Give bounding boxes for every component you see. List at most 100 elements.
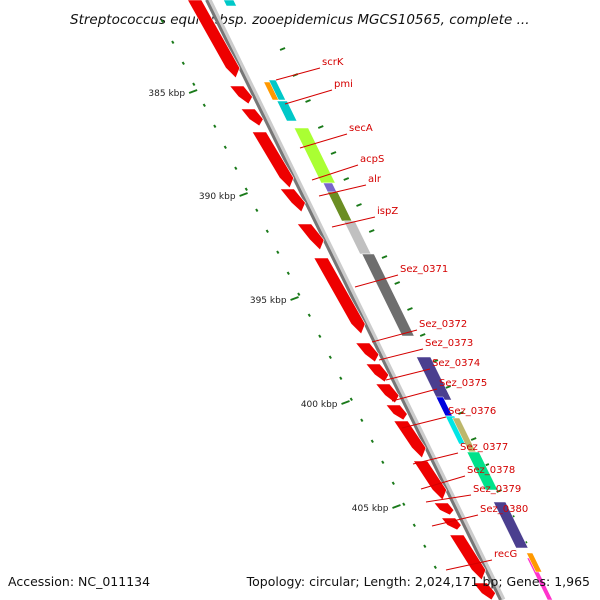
minor-tick — [171, 40, 175, 45]
gene-label: recG — [494, 549, 517, 560]
outer-tick — [445, 385, 452, 389]
inner-gene-arrow — [240, 108, 264, 127]
gene-label: Sez_0378 — [467, 465, 515, 476]
inner-gene-arrow — [472, 582, 496, 600]
outer-gene-block — [223, 0, 237, 7]
minor-tick — [181, 61, 185, 66]
minor-tick — [360, 418, 364, 423]
outer-tick — [419, 333, 426, 337]
inner-gene-arrow — [354, 342, 380, 363]
minor-tick — [349, 397, 353, 402]
topology-text: Topology: circular; Length: 2,024,171 bp… — [246, 574, 590, 589]
gene-label: Sez_0376 — [448, 406, 496, 417]
gene-label: Sez_0374 — [432, 358, 480, 369]
minor-tick — [160, 19, 164, 24]
inner-gene-arrow — [433, 502, 455, 516]
inner-gene-arrow — [229, 85, 253, 105]
outer-tick — [356, 203, 362, 207]
label-leaders — [275, 67, 493, 571]
outer-tick — [407, 307, 413, 311]
outer-tick — [381, 255, 388, 259]
minor-tick — [339, 376, 343, 381]
inner-gene-arrow — [440, 517, 462, 531]
outer-gene-block — [361, 253, 415, 337]
outer-gene-track — [223, 0, 553, 600]
major-tick — [392, 504, 401, 509]
inner-gene-arrow — [385, 404, 408, 421]
label-leader-line — [311, 164, 359, 181]
major-tick — [290, 296, 299, 301]
outer-gene-block — [276, 100, 298, 122]
minor-tick — [318, 334, 322, 339]
gene-label: ispZ — [377, 206, 398, 217]
minor-tick — [192, 82, 196, 87]
gene-label: secA — [349, 123, 373, 134]
gene-label: alr — [368, 174, 382, 185]
backbone-outer — [205, 0, 506, 600]
backbone-inner — [205, 0, 502, 600]
inner-gene-arrow — [187, 0, 241, 79]
outer-tick — [394, 281, 401, 285]
gene-label: Sez_0380 — [480, 504, 528, 515]
gene-label: Sez_0372 — [419, 319, 467, 330]
outer-gene-block — [416, 356, 452, 401]
inner-gene-arrow — [313, 257, 366, 335]
outer-tick — [458, 411, 464, 415]
outer-gene-block — [466, 451, 499, 491]
label-leader-line — [412, 452, 459, 465]
gene-label: Sez_0373 — [425, 338, 473, 349]
minor-tick — [297, 292, 301, 297]
map-title: Streptococcus equi subsp. zooepidemicus … — [70, 12, 529, 28]
gene-label: scrK — [322, 57, 344, 68]
outer-gene-block — [268, 79, 286, 101]
outer-tick — [470, 437, 477, 441]
gene-label: Sez_0371 — [400, 264, 448, 275]
accession-text: Accession: NC_011134 — [8, 574, 150, 589]
minor-tick — [255, 208, 259, 213]
minor-tick — [433, 565, 437, 570]
tick-label: 395 kbp — [250, 296, 287, 306]
outer-tick — [343, 177, 350, 181]
gene-labels: scrK pmi secA acpS alr ispZ Sez_0371 Sez_0372 Se… — [322, 57, 528, 560]
inner-gene-arrow — [393, 420, 427, 459]
label-leader-line — [331, 216, 376, 228]
inner-gene-arrow — [296, 223, 325, 251]
inner-gene-arrow — [449, 534, 487, 581]
minor-tick — [234, 166, 238, 171]
label-leader-line — [378, 348, 424, 361]
major-tick — [239, 192, 248, 197]
minor-tick — [202, 103, 206, 108]
inner-gene-track — [187, 0, 496, 600]
gene-label: Sez_0377 — [460, 442, 508, 453]
minor-tick — [213, 124, 217, 129]
major-tick — [341, 400, 350, 405]
minor-tick — [265, 229, 269, 234]
minor-tick — [391, 481, 395, 486]
label-leader-line — [299, 133, 348, 149]
outer-tick — [330, 151, 337, 155]
inner-gene-arrow — [365, 363, 390, 383]
label-leader-line — [385, 368, 431, 381]
minor-tick — [370, 439, 374, 444]
label-leader-line — [354, 274, 399, 288]
minor-tick — [381, 460, 385, 465]
minor-tick — [328, 355, 332, 360]
inner-gene-arrow — [251, 131, 295, 189]
outer-gene-block — [327, 191, 353, 222]
label-leader-line — [284, 89, 333, 105]
label-leader-line — [420, 475, 466, 490]
label-leader-line — [445, 559, 493, 571]
tick-label: 400 kbp — [301, 400, 338, 410]
minor-tick — [402, 502, 406, 507]
outer-gene-block — [293, 127, 336, 184]
outer-tick — [305, 99, 311, 103]
label-leader-line — [371, 329, 418, 343]
minor-tick — [412, 523, 416, 528]
label-leader-line — [401, 416, 447, 429]
inner-gene-arrow — [279, 188, 306, 213]
outer-tick — [279, 47, 286, 51]
tick-label: 390 kbp — [199, 192, 236, 202]
gene-label: Sez_0375 — [439, 378, 487, 389]
outer-tick — [496, 489, 503, 493]
